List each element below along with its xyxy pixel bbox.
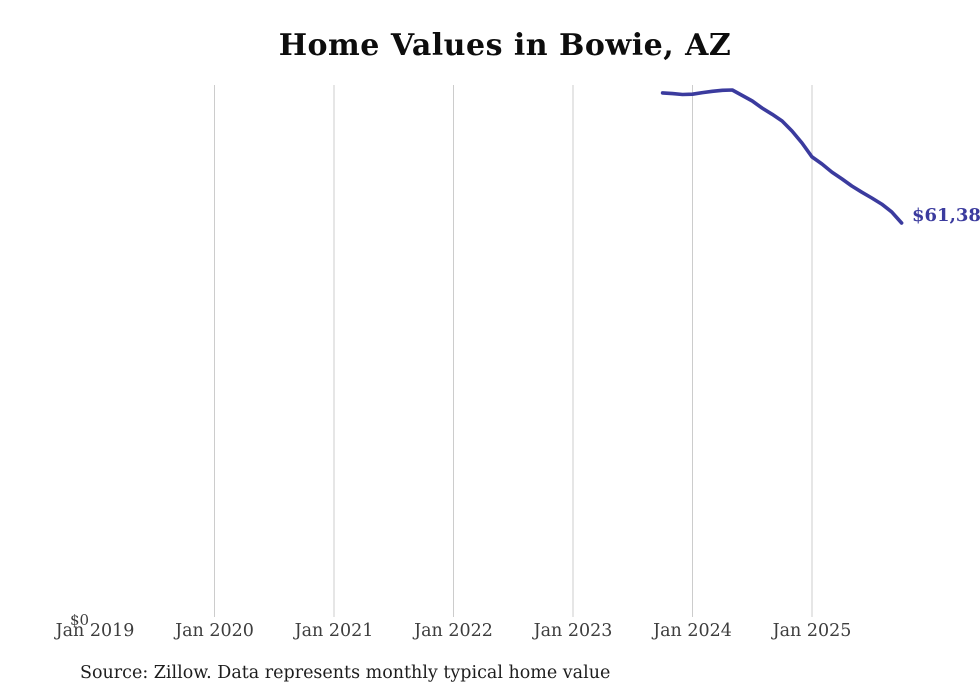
home-value-line-series xyxy=(660,88,904,225)
x-axis-tick-label: Jan 2021 xyxy=(294,621,374,641)
x-axis-tick-label: Jan 2023 xyxy=(533,621,613,641)
chart-title: Home Values in Bowie, AZ xyxy=(278,28,732,63)
x-axis-tick-label: Jan 2022 xyxy=(414,621,493,641)
x-axis-tick-label: Jan 2020 xyxy=(175,621,254,641)
y-axis-zero-label: $0 xyxy=(70,611,90,629)
x-axis-tick-label: Jan 2025 xyxy=(772,621,852,641)
x-axis-tick-label: Jan 2024 xyxy=(653,621,732,641)
x-axis-tick-label: Jan 2019 xyxy=(55,621,135,641)
source-note: Source: Zillow. Data represents monthly … xyxy=(80,663,611,683)
series-end-value-label: $61,385 xyxy=(912,205,980,226)
